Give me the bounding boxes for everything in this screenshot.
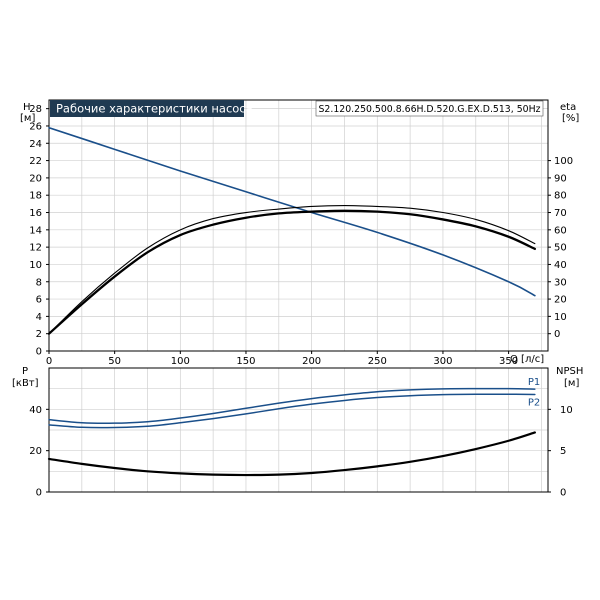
eta-tick-label: 0 — [554, 329, 560, 340]
q-tick-label: 100 — [171, 356, 190, 367]
q-tick-label: 250 — [368, 356, 387, 367]
eta-tick-label: 80 — [554, 191, 567, 202]
eta-axis-unit: [%] — [562, 113, 579, 124]
q-tick-label: 350 — [499, 356, 518, 367]
bottom-series: P1 P2 — [47, 377, 540, 477]
h-tick-label: 24 — [29, 139, 42, 150]
series-label-p1: P1 — [528, 377, 540, 388]
eta-tick-label: 40 — [554, 260, 567, 271]
eta-tick-label: 50 — [554, 243, 567, 254]
eta-tick-label: 20 — [554, 295, 567, 306]
top-series — [47, 126, 537, 335]
top-ticks: 0246810121416182022242628010203040506070… — [29, 104, 573, 367]
bottom-series-line-2 — [47, 431, 536, 477]
h-tick-label: 8 — [36, 277, 42, 288]
h-tick-label: 14 — [29, 225, 42, 236]
h-tick-label: 28 — [29, 104, 42, 115]
p-axis-name: P — [22, 366, 28, 377]
bottom-series-line-1 — [48, 393, 536, 429]
p-tick-label: 40 — [29, 405, 42, 416]
npsh-tick-label: 10 — [560, 405, 573, 416]
eta-axis-name: eta — [560, 102, 576, 113]
h-tick-label: 26 — [29, 121, 42, 132]
h-tick-label: 18 — [29, 191, 42, 202]
q-tick-label: 300 — [433, 356, 452, 367]
p-tick-label: 20 — [29, 446, 42, 457]
npsh-axis-name: NPSH — [556, 366, 583, 377]
npsh-axis-unit: [м] — [564, 378, 579, 389]
q-tick-label: 0 — [46, 356, 52, 367]
eta-tick-label: 70 — [554, 208, 567, 219]
model-box — [315, 100, 544, 117]
h-tick-label: 6 — [36, 295, 42, 306]
eta-tick-label: 30 — [554, 277, 567, 288]
h-tick-label: 2 — [36, 329, 42, 340]
eta-tick-label: 100 — [554, 156, 573, 167]
eta-tick-label: 60 — [554, 225, 567, 236]
h-tick-label: 4 — [36, 312, 42, 323]
bottom-plot-frame — [48, 367, 549, 493]
chart-title: Рабочие характеристики насоса — [56, 102, 253, 116]
npsh-tick-label: 0 — [560, 488, 566, 499]
h-tick-label: 0 — [36, 347, 42, 358]
series-label-p2: P2 — [528, 397, 540, 408]
bottom-ticks: 0 20 40 0 5 10 — [29, 405, 572, 499]
head-efficiency-chart: Рабочие характеристики насоса S2.120.250… — [20, 99, 579, 367]
power-npsh-chart: P [кВт] NPSH [м] 0 20 40 0 5 10 P1 P2 — [12, 366, 583, 499]
p-axis-unit: [кВт] — [12, 378, 39, 389]
top-series-line-1 — [47, 209, 537, 335]
h-tick-label: 22 — [29, 156, 42, 167]
h-tick-label: 12 — [29, 243, 42, 254]
h-axis-name: H — [23, 102, 31, 113]
bottom-series-line-0 — [48, 387, 536, 425]
eta-tick-label: 10 — [554, 312, 567, 323]
q-tick-label: 150 — [236, 356, 255, 367]
q-axis-label: Q [л/с] — [510, 354, 544, 365]
h-tick-label: 16 — [29, 208, 42, 219]
h-tick-label: 10 — [29, 260, 42, 271]
chart-title-box — [50, 100, 244, 117]
top-series-line-2 — [48, 205, 536, 335]
q-tick-label: 50 — [108, 356, 121, 367]
top-plot-frame — [48, 99, 549, 352]
q-tick-label: 200 — [302, 356, 321, 367]
h-tick-label: 20 — [29, 173, 42, 184]
h-axis-unit: [м] — [20, 113, 35, 124]
eta-tick-label: 90 — [554, 173, 567, 184]
npsh-tick-label: 5 — [560, 446, 566, 457]
model-label: S2.120.250.500.8.66H.D.520.G.EX.D.513, 5… — [319, 104, 541, 115]
p-tick-label: 0 — [36, 488, 42, 499]
